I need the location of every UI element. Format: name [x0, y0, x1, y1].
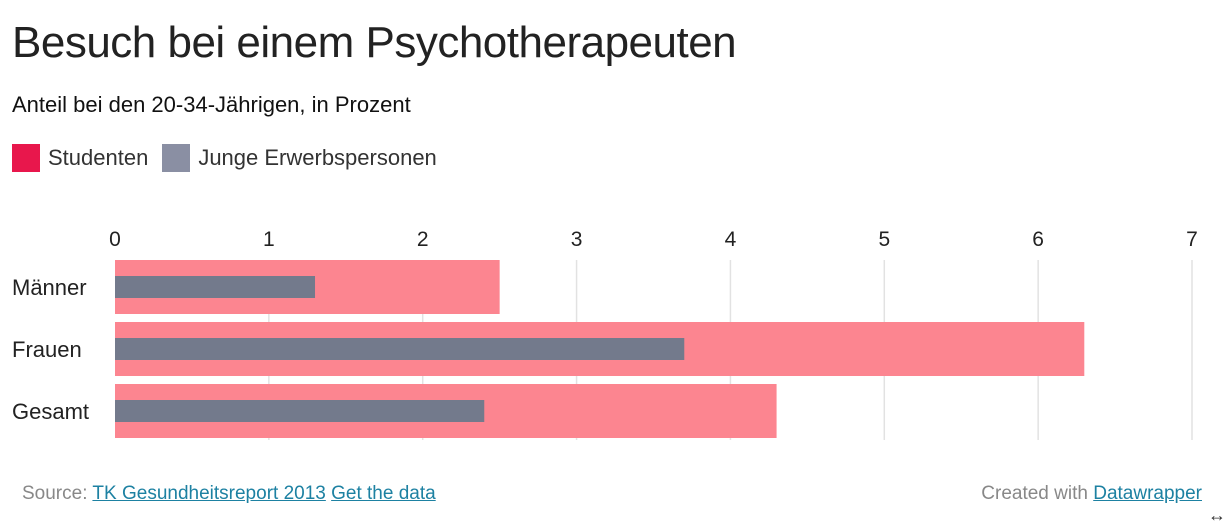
bar-erwerbspersonen-0 [115, 276, 316, 298]
get-data-link[interactable]: Get the data [331, 483, 436, 504]
legend-label-studenten: Studenten [48, 145, 149, 170]
footer-source: Source: TK Gesundheitsreport 2013 Get th… [22, 483, 436, 505]
legend-label-erwerbspersonen: Junge Erwerbspersonen [198, 145, 437, 170]
bar-chart: 0 1 2 3 4 5 6 7 Männer Frauen Gesamt [12, 228, 1198, 440]
tick-label-2: 2 [417, 228, 429, 251]
legend: Studenten Junge Erwerbspersonen [12, 144, 451, 172]
bar-erwerbspersonen-2 [115, 400, 485, 422]
legend-swatch-studenten [12, 144, 40, 172]
bar-erwerbspersonen-1 [115, 338, 685, 360]
source-link[interactable]: TK Gesundheitsreport 2013 [92, 483, 326, 504]
created-prefix: Created with [981, 483, 1088, 504]
category-label-0: Männer [12, 275, 87, 300]
category-label-2: Gesamt [12, 399, 89, 424]
tick-label-1: 1 [263, 228, 275, 251]
chart-title: Besuch bei einem Psychotherapeuten [12, 18, 737, 67]
category-label-1: Frauen [12, 337, 82, 362]
legend-swatch-erwerbspersonen [162, 144, 191, 172]
legend-item-erwerbspersonen: Junge Erwerbspersonen [162, 144, 437, 172]
source-prefix: Source: [22, 483, 88, 504]
tick-label-3: 3 [571, 228, 583, 251]
legend-item-studenten: Studenten [12, 144, 148, 172]
tick-label-4: 4 [725, 228, 737, 251]
chart-subtitle: Anteil bei den 20-34-Jährigen, in Prozen… [12, 92, 411, 117]
tick-label-6: 6 [1032, 228, 1044, 251]
tick-label-7: 7 [1186, 228, 1198, 251]
resize-arrows-icon[interactable]: ↔ [1208, 505, 1226, 525]
tick-label-5: 5 [878, 228, 890, 251]
tick-label-0: 0 [109, 228, 121, 251]
datawrapper-link[interactable]: Datawrapper [1093, 483, 1202, 504]
footer-credit: Created with Datawrapper [981, 483, 1202, 505]
